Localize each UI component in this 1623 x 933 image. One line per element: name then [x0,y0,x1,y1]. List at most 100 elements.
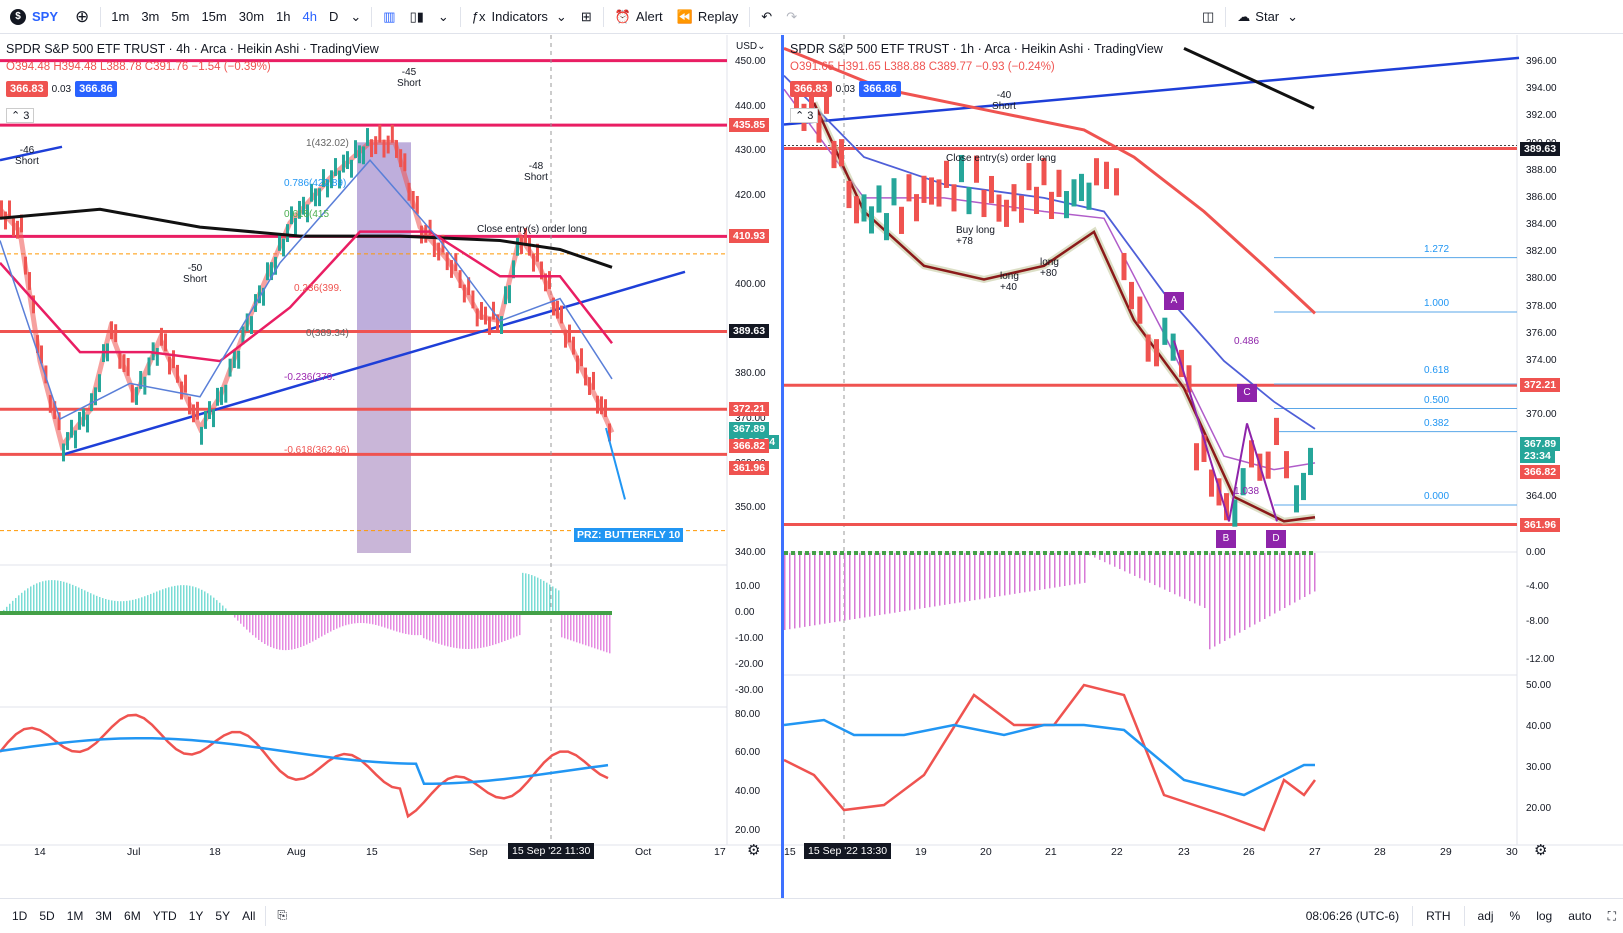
chart-type-candles-icon[interactable]: ▯▮ [409,8,424,24]
osc-bar [573,613,575,642]
ask-price[interactable]: 366.86 [859,81,901,97]
redo-icon[interactable]: ↷ [786,8,798,24]
goto-date-icon[interactable]: ⎘ [277,908,288,922]
currency-label[interactable]: USD⌄ [736,41,766,52]
candle [839,139,844,167]
ma-blue [0,159,613,421]
price-tag[interactable]: 366.82 [729,439,770,454]
timeframe-D[interactable]: D [328,9,339,24]
clock[interactable]: 08:06:26 (UTC-6) [1305,909,1400,923]
pane-divider[interactable] [781,35,784,898]
osc-bar [1099,553,1101,560]
separator [459,6,461,27]
layout-name-button[interactable]: ☁ Star ⌄ [1230,0,1305,34]
range-ytd[interactable]: YTD [152,908,177,923]
osc-bar [282,613,284,651]
price-tag[interactable]: 389.63 [1520,141,1561,156]
timeframe-5m[interactable]: 5m [171,9,190,24]
ask-price[interactable]: 366.86 [75,81,117,97]
candle [155,347,159,366]
osc-bar [1039,553,1041,590]
auto-toggle[interactable]: auto [1568,909,1592,923]
price-tag[interactable]: 372.21 [729,402,770,417]
ohlc-change: −1.54 (−0.39%) [191,61,271,73]
settings-gear-icon[interactable]: ⚙ [1534,842,1548,859]
timeframe-1m[interactable]: 1m [111,9,130,24]
timeframe-30m[interactable]: 30m [238,9,265,24]
indicators-button[interactable]: ƒx Indicators ⌄ [465,0,574,34]
candle [8,200,11,219]
price-tag[interactable]: 372.21 [1520,378,1561,393]
settings-gear-icon[interactable]: ⚙ [747,842,761,859]
layout-split-icon[interactable]: ◫ [1202,8,1215,24]
log-toggle[interactable]: log [1536,909,1553,923]
osc-bar [147,595,149,613]
osc-bar [929,553,931,608]
timeframe-1h[interactable]: 1h [276,9,291,24]
osc-bar [1189,553,1191,602]
range-5d[interactable]: 5D [39,908,55,923]
osc-bar [234,613,236,618]
osc-bar [1199,553,1201,606]
bid-price[interactable]: 366.83 [790,81,832,97]
price-tag[interactable]: 361.96 [729,460,770,475]
alert-button[interactable]: ⏰ Alert [608,0,670,34]
osc-bar [549,584,551,613]
undo-icon[interactable]: ↶ [761,8,773,24]
osc-bar [874,553,876,616]
osc-bar [270,613,272,648]
symbol-search[interactable]: $ SPY [0,0,68,34]
short-45-label: -45 Short [397,67,421,89]
price-tag[interactable]: 410.93 [729,229,770,244]
ohlc-values: O394.48 H394.48 L388.78 C391.76 −1.54 (−… [6,61,271,73]
candle [471,290,475,309]
chart-pane-right[interactable]: SPDR S&P 500 ETF TRUST · 1h · Arca · Hei… [784,35,1623,898]
range-1m[interactable]: 1M [66,908,84,923]
chart-pane-left[interactable]: SPDR S&P 500 ETF TRUST · 4h · Arca · Hei… [0,35,781,898]
osc-bar [1064,553,1066,586]
price-tag[interactable]: 367.89 [729,421,770,436]
timeframe-15m[interactable]: 15m [201,9,227,24]
price-tag[interactable]: 23:34 [1520,448,1555,463]
replay-button[interactable]: ⏪ Replay [670,0,746,34]
price-tag[interactable]: 361.96 [1520,517,1561,532]
collapse-count: 3 [807,110,814,122]
compare-add-icon[interactable]: ⊕ [75,6,90,26]
rsi-tick: 40.00 [735,786,761,797]
price-tag[interactable]: 367.89 [1520,436,1561,451]
range-5y[interactable]: 5Y [215,908,231,923]
osc-bar [72,584,74,613]
price-tag[interactable]: 389.63 [729,324,770,339]
collapse-indicators-button[interactable]: ⌃ 3 [6,108,35,123]
range-1d[interactable]: 1D [12,908,28,923]
range-6m[interactable]: 6M [124,908,141,923]
templates-icon[interactable]: ⊞ [580,8,592,24]
timeframe-4h[interactable]: 4h [302,9,317,24]
fullscreen-icon[interactable]: ⛶ [1607,908,1616,923]
range-1y[interactable]: 1Y [188,908,204,923]
osc-bar [824,553,826,624]
adj-toggle[interactable]: adj [1477,909,1494,923]
session-button[interactable]: RTH [1426,909,1451,923]
timeframe-3m[interactable]: 3m [141,9,160,24]
price-tag[interactable]: 435.85 [729,118,770,133]
bid-price[interactable]: 366.83 [6,81,48,97]
candle [126,358,130,376]
percent-toggle[interactable]: % [1509,909,1521,923]
collapse-indicators-button[interactable]: ⌃ 3 [790,108,819,123]
chart-canvas-left[interactable] [0,35,781,898]
osc-bar [949,553,951,605]
range-all[interactable]: All [242,908,256,923]
candle [399,149,403,168]
osc-bar [789,553,791,630]
chart-canvas-right[interactable] [784,35,1623,898]
timeframe-dropdown-icon[interactable]: ⌄ [350,8,362,24]
chart-type-bars-icon[interactable]: ▥ [383,8,396,24]
range-3m[interactable]: 3M [95,908,113,923]
price-tick: 374.00 [1526,354,1557,366]
ohlc-high: H391.65 [837,61,881,73]
osc-bar [96,595,98,613]
price-tag[interactable]: 366.82 [1520,464,1561,479]
osc-bar [459,613,461,649]
chart-type-dropdown-icon[interactable]: ⌄ [437,8,449,24]
